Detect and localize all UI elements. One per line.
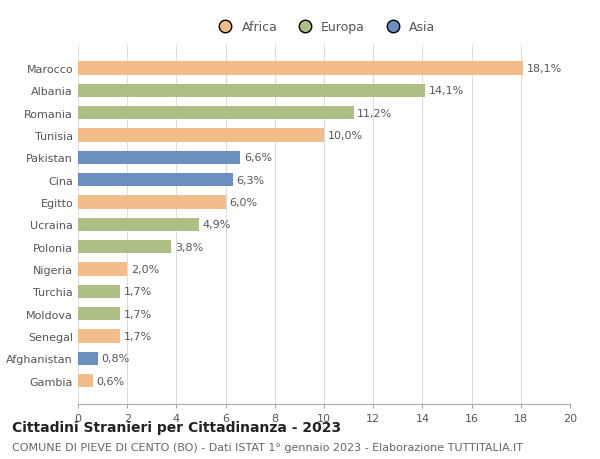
Bar: [78, 285, 120, 298]
Bar: [78, 62, 523, 76]
Text: 3,8%: 3,8%: [175, 242, 203, 252]
Bar: [78, 263, 127, 276]
Text: 1,7%: 1,7%: [124, 287, 152, 297]
Bar: [78, 330, 120, 343]
Text: 6,3%: 6,3%: [236, 175, 265, 185]
Bar: [78, 129, 324, 142]
Text: Cittadini Stranieri per Cittadinanza - 2023: Cittadini Stranieri per Cittadinanza - 2…: [12, 420, 341, 434]
Text: 4,9%: 4,9%: [202, 220, 230, 230]
Bar: [78, 352, 98, 365]
Text: 2,0%: 2,0%: [131, 264, 159, 274]
Text: 1,7%: 1,7%: [124, 309, 152, 319]
Bar: [78, 151, 241, 165]
Text: 14,1%: 14,1%: [428, 86, 464, 96]
Bar: [78, 196, 226, 209]
Text: 11,2%: 11,2%: [357, 108, 392, 118]
Text: 18,1%: 18,1%: [527, 64, 562, 74]
Text: 6,6%: 6,6%: [244, 153, 272, 163]
Bar: [78, 218, 199, 232]
Text: COMUNE DI PIEVE DI CENTO (BO) - Dati ISTAT 1° gennaio 2023 - Elaborazione TUTTIT: COMUNE DI PIEVE DI CENTO (BO) - Dati IST…: [12, 442, 523, 452]
Bar: [78, 374, 93, 388]
Text: 10,0%: 10,0%: [328, 131, 363, 141]
Text: 0,8%: 0,8%: [101, 354, 130, 364]
Bar: [78, 107, 353, 120]
Bar: [78, 84, 425, 98]
Bar: [78, 241, 172, 254]
Text: 6,0%: 6,0%: [229, 198, 257, 207]
Text: 0,6%: 0,6%: [97, 376, 125, 386]
Bar: [78, 308, 120, 321]
Bar: [78, 174, 233, 187]
Text: 1,7%: 1,7%: [124, 331, 152, 341]
Legend: Africa, Europa, Asia: Africa, Europa, Asia: [208, 17, 440, 39]
